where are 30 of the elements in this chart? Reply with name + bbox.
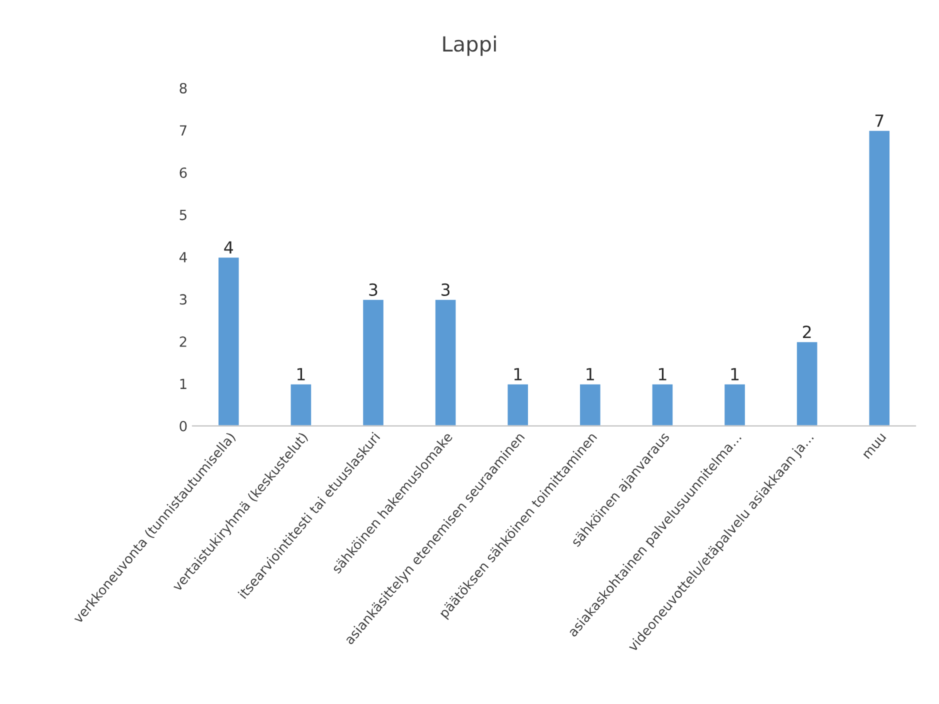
data-label: 3 xyxy=(369,283,378,296)
y-tick-label: 0 xyxy=(180,420,187,432)
bar xyxy=(434,298,458,426)
data-label: 3 xyxy=(442,283,450,296)
bar xyxy=(723,382,746,426)
chart-title: Lappi xyxy=(443,36,496,56)
y-tick-label: 8 xyxy=(180,82,187,94)
bar xyxy=(650,382,674,426)
data-label: 1 xyxy=(658,368,666,380)
data-label: 4 xyxy=(224,241,234,254)
bar xyxy=(868,130,891,426)
y-tick-label: 6 xyxy=(180,167,187,178)
bar xyxy=(217,256,240,426)
data-label: 1 xyxy=(586,368,594,380)
bar xyxy=(289,382,312,426)
y-tick-label: 7 xyxy=(180,125,186,136)
y-tick-label: 3 xyxy=(180,294,187,305)
y-tick-label: 5 xyxy=(180,210,186,220)
y-tick-label: 2 xyxy=(180,336,186,347)
data-label: 7 xyxy=(875,114,884,127)
data-label: 2 xyxy=(802,326,811,338)
data-label: 1 xyxy=(731,368,739,380)
bar xyxy=(578,382,602,426)
bar xyxy=(506,382,530,426)
data-label: 1 xyxy=(514,368,522,380)
y-tick-label: 4 xyxy=(179,252,187,262)
y-tick-label: 1 xyxy=(180,378,186,389)
bar xyxy=(796,340,819,426)
bar xyxy=(362,298,385,426)
data-label: 1 xyxy=(297,368,305,380)
